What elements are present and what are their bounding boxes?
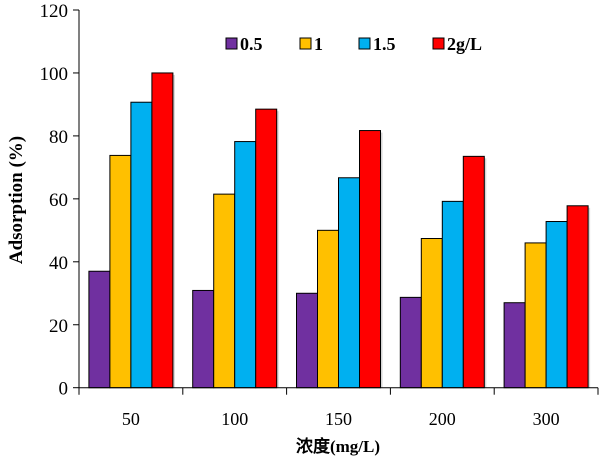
bar-0.5-150 [296, 292, 318, 389]
x-tick-label: 100 [221, 409, 248, 429]
y-tick-label: 0 [59, 379, 69, 400]
legend-label: 1.5 [373, 34, 396, 54]
legend-swatch-1 [299, 37, 312, 50]
bar-1.5-200 [441, 200, 464, 389]
bar-0.5-100 [192, 289, 215, 389]
x-tick-label: 200 [429, 409, 456, 429]
bar-1-50 [109, 154, 132, 389]
y-tick-label: 20 [49, 316, 68, 337]
bar-1-150 [317, 229, 339, 389]
x-tick-label: 50 [122, 409, 140, 429]
bar-1.5-300 [545, 221, 568, 389]
x-tick-label: 300 [533, 409, 560, 429]
axes-layer: 50 100 150 200 300 0 20 40 60 80 100 120 [40, 1, 599, 429]
y-axis-label: Adsorption (%) [6, 136, 27, 264]
bar-0.5-50 [88, 270, 111, 389]
bar-2g/L-150 [359, 130, 381, 389]
legend-label: 2g/L [447, 34, 482, 54]
bar-1.5-50 [130, 101, 153, 389]
y-tick-label: 100 [40, 64, 69, 85]
legend-label: 1 [314, 34, 323, 54]
legend-swatch-1.5 [358, 37, 371, 50]
y-tick-label: 60 [49, 190, 68, 211]
bar-1.5-150 [338, 177, 360, 389]
legend-swatch-0.5 [225, 37, 238, 50]
legend: 0.5 1 1.5 2g/L [225, 34, 482, 54]
x-axis-label: 浓度(mg/L) [296, 436, 380, 456]
bar-1-300 [524, 242, 547, 389]
bar-2g/L-300 [566, 205, 589, 389]
bar-1.5-100 [234, 141, 257, 389]
bar-1-200 [420, 238, 443, 389]
bar-1-100 [213, 193, 236, 389]
y-tick-label: 40 [49, 253, 68, 274]
bar-2g/L-100 [255, 108, 278, 389]
bar-2g/L-50 [151, 72, 174, 389]
legend-swatch-2g/L [432, 37, 445, 50]
legend-label: 0.5 [240, 34, 263, 54]
y-tick-label: 80 [49, 127, 68, 148]
x-tick-label: 150 [325, 409, 352, 429]
bars-layer [88, 72, 591, 389]
bar-2g/L-200 [462, 155, 485, 389]
bar-0.5-200 [399, 296, 422, 389]
y-tick-label: 120 [40, 1, 69, 22]
bar-0.5-300 [503, 302, 526, 389]
